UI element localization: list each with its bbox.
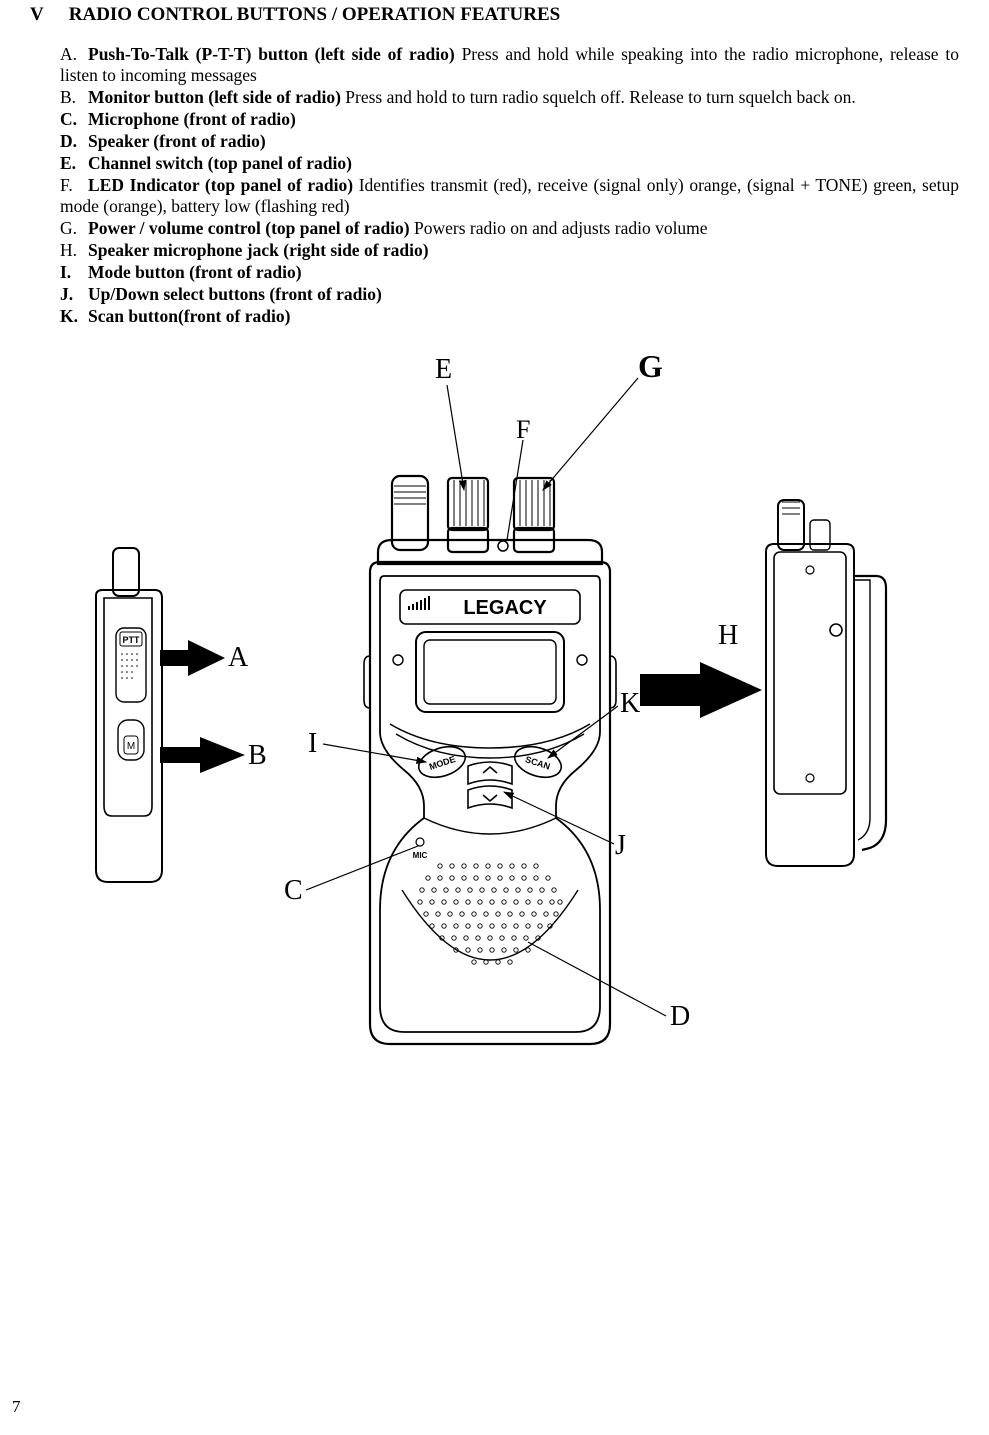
item-rest: Press and hold to turn radio squelch off…	[345, 87, 855, 107]
section-number: V	[30, 4, 64, 26]
item-bold: Power / volume control (top panel of rad…	[88, 218, 414, 238]
item-bold: Mode button (front of radio)	[88, 262, 302, 282]
feature-item: E.Channel switch (top panel of radio)	[60, 153, 959, 174]
arrow-B	[160, 737, 245, 773]
callout-lines	[306, 378, 666, 1016]
item-bold: Speaker (front of radio)	[88, 131, 266, 151]
feature-item: C.Microphone (front of radio)	[60, 109, 959, 130]
radio-side-left: PTT M	[96, 548, 162, 882]
item-bold: Microphone (front of radio)	[88, 109, 296, 129]
monitor-label: M	[127, 741, 135, 752]
item-marker: I.	[60, 262, 88, 283]
mic-label: MIC	[413, 851, 428, 860]
section-heading: V RADIO CONTROL BUTTONS / OPERATION FEAT…	[30, 4, 959, 26]
page-number: 7	[12, 1397, 21, 1417]
item-bold: Monitor button (left side of radio)	[88, 87, 345, 107]
item-bold: Speaker microphone jack (right side of r…	[88, 240, 429, 260]
item-marker: F.	[60, 175, 88, 196]
feature-item: J.Up/Down select buttons (front of radio…	[60, 284, 959, 305]
item-marker: H.	[60, 240, 88, 261]
feature-item: D.Speaker (front of radio)	[60, 131, 959, 152]
item-marker: J.	[60, 284, 88, 305]
item-bold: Scan button(front of radio)	[88, 306, 290, 326]
arrow-H	[640, 662, 762, 718]
radio-svg: PTT M	[0, 330, 989, 1110]
item-marker: D.	[60, 131, 88, 152]
item-marker: K.	[60, 306, 88, 327]
item-bold: Channel switch (top panel of radio)	[88, 153, 352, 173]
radio-front-view: LEGACY MODE SCAN	[364, 476, 616, 1044]
item-marker: E.	[60, 153, 88, 174]
feature-item: B.Monitor button (left side of radio) Pr…	[60, 87, 959, 108]
feature-item: K.Scan button(front of radio)	[60, 306, 959, 327]
item-marker: A.	[60, 44, 88, 65]
radio-side-right	[766, 500, 886, 866]
item-marker: C.	[60, 109, 88, 130]
item-rest: Powers radio on and adjusts radio volume	[414, 218, 708, 238]
feature-item: I.Mode button (front of radio)	[60, 262, 959, 283]
mode-label: MODE	[428, 754, 457, 772]
feature-item: H.Speaker microphone jack (right side of…	[60, 240, 959, 261]
item-marker: G.	[60, 218, 88, 239]
feature-item: A.Push-To-Talk (P-T-T) button (left side…	[60, 44, 959, 86]
feature-item: F.LED Indicator (top panel of radio) Ide…	[60, 175, 959, 217]
item-marker: B.	[60, 87, 88, 108]
section-title: RADIO CONTROL BUTTONS / OPERATION FEATUR…	[69, 4, 560, 25]
item-bold: LED Indicator (top panel of radio)	[88, 175, 359, 195]
item-bold: Push-To-Talk (P-T-T) button (left side o…	[88, 44, 462, 64]
feature-list: A.Push-To-Talk (P-T-T) button (left side…	[30, 44, 959, 327]
item-bold: Up/Down select buttons (front of radio)	[88, 284, 382, 304]
radio-diagram: E F G H A B I K J C D PTT	[0, 330, 989, 1110]
arrow-A	[160, 640, 225, 676]
feature-item: G.Power / volume control (top panel of r…	[60, 218, 959, 239]
scan-label: SCAN	[524, 754, 551, 771]
brand-label: LEGACY	[463, 597, 547, 619]
ptt-label: PTT	[123, 635, 141, 645]
